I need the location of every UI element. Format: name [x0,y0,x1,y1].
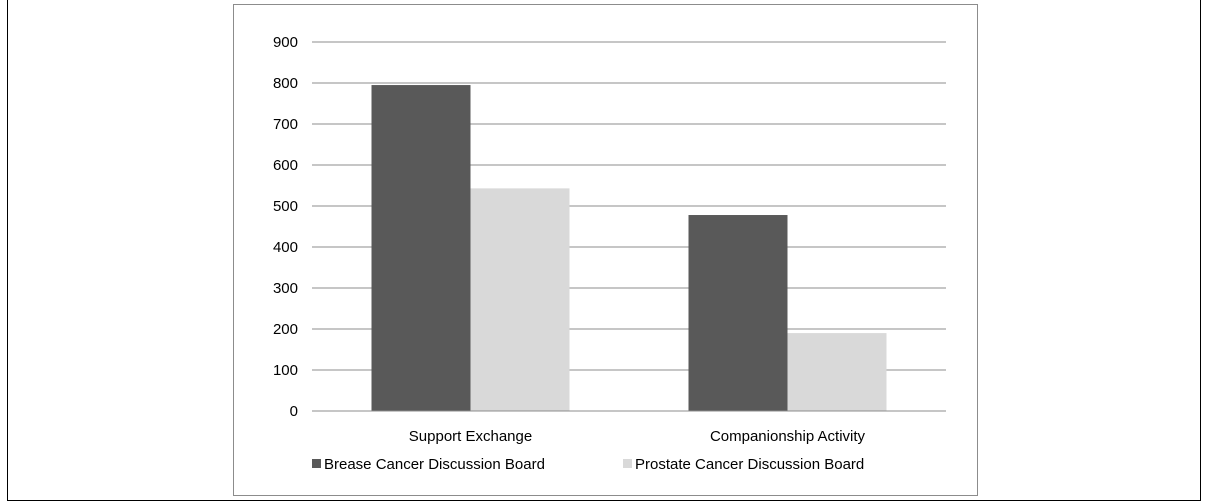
x-category-label: Companionship Activity [710,428,866,445]
page-frame [7,0,1201,501]
y-tick-label: 700 [273,116,298,133]
legend: Brease Cancer Discussion Board Prostate C… [312,456,864,473]
bar [371,85,471,412]
y-tick-label: 100 [273,362,298,379]
y-tick-label: 800 [273,75,298,92]
chart-container: 0 100 200 300 400 500 600 700 800 900 Support Exc… [233,4,978,496]
bar-chart: 0 100 200 300 400 500 600 700 800 900 Support Exc… [273,34,946,473]
legend-swatch [312,459,321,468]
y-tick-label: 400 [273,239,298,256]
bars [371,85,887,412]
bar [787,333,887,411]
legend-label: Prostate Cancer Discussion Board [635,456,864,473]
y-axis-tick-labels: 0 100 200 300 400 500 600 700 800 900 [273,34,298,420]
x-category-label: Support Exchange [409,428,532,445]
y-tick-label: 600 [273,157,298,174]
bar [470,188,570,411]
legend-label: Brease Cancer Discussion Board [324,456,545,473]
y-tick-label: 300 [273,280,298,297]
y-tick-label: 0 [290,403,298,420]
y-tick-label: 900 [273,34,298,51]
legend-swatch [623,459,632,468]
y-tick-label: 200 [273,321,298,338]
bar [688,215,788,411]
category-labels: Support Exchange Companionship Activity [409,428,866,445]
y-tick-label: 500 [273,198,298,215]
